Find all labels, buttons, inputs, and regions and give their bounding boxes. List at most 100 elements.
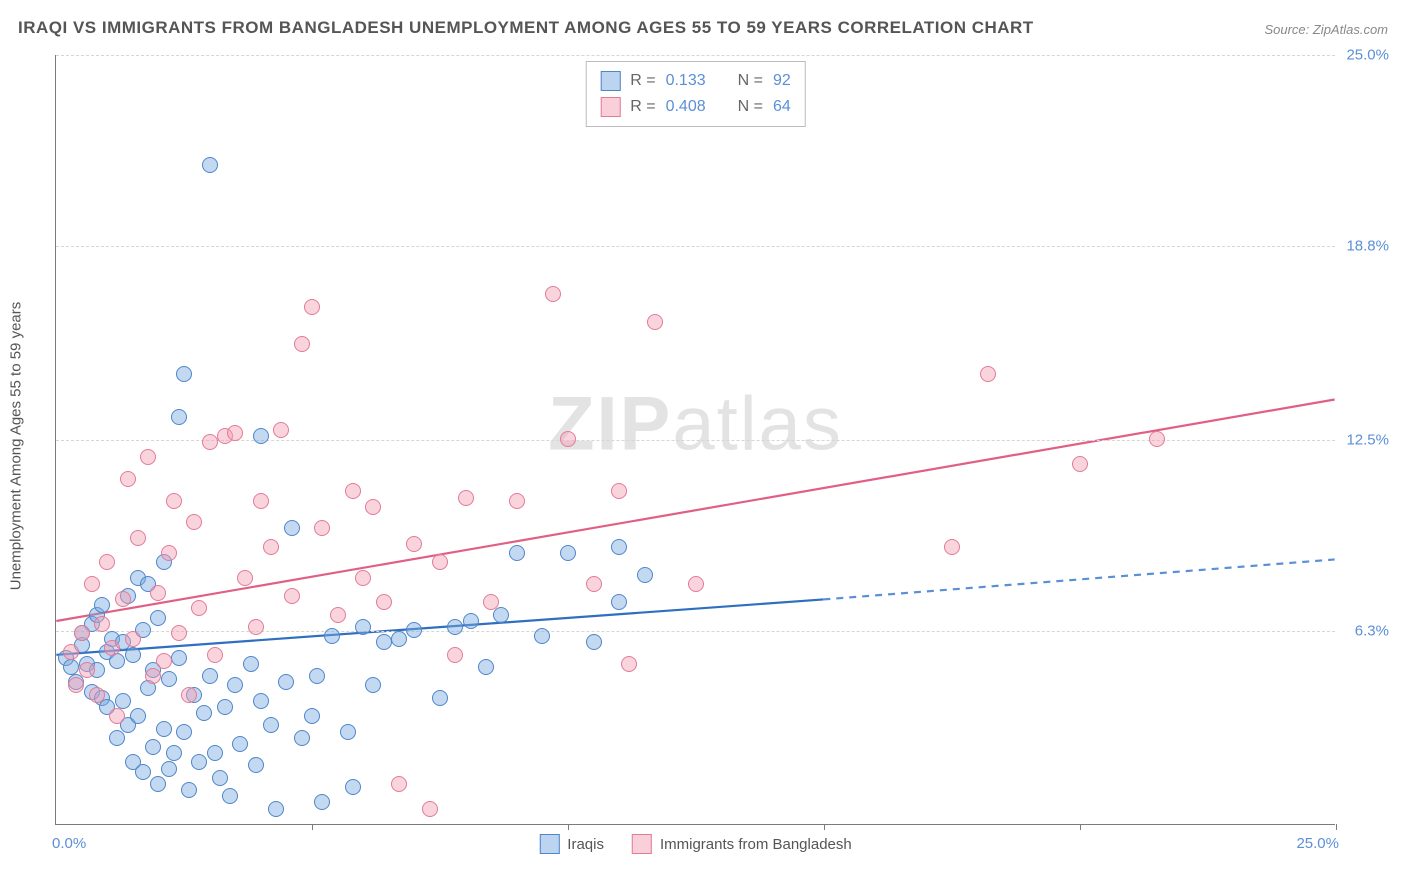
scatter-point bbox=[150, 610, 166, 626]
scatter-point bbox=[99, 554, 115, 570]
scatter-point bbox=[176, 724, 192, 740]
scatter-point bbox=[637, 567, 653, 583]
scatter-point bbox=[161, 761, 177, 777]
trend-line bbox=[56, 599, 823, 654]
scatter-point bbox=[493, 607, 509, 623]
scatter-point bbox=[89, 687, 105, 703]
scatter-point bbox=[432, 690, 448, 706]
scatter-point bbox=[248, 619, 264, 635]
scatter-point bbox=[212, 770, 228, 786]
scatter-point bbox=[391, 631, 407, 647]
chart-container: ZIPatlas R = 0.133 N = 92 R = 0.408 N = … bbox=[55, 55, 1390, 865]
scatter-point bbox=[176, 366, 192, 382]
scatter-point bbox=[355, 570, 371, 586]
scatter-point bbox=[125, 647, 141, 663]
scatter-point bbox=[376, 634, 392, 650]
scatter-point bbox=[294, 730, 310, 746]
x-tick bbox=[1336, 824, 1337, 830]
scatter-point bbox=[94, 616, 110, 632]
scatter-point bbox=[263, 539, 279, 555]
scatter-point bbox=[115, 591, 131, 607]
y-tick-label: 6.3% bbox=[1355, 622, 1389, 639]
scatter-point bbox=[115, 693, 131, 709]
scatter-point bbox=[345, 779, 361, 795]
n-value: 92 bbox=[773, 68, 791, 94]
n-value: 64 bbox=[773, 94, 791, 120]
scatter-point bbox=[161, 671, 177, 687]
scatter-point bbox=[586, 576, 602, 592]
gridline bbox=[56, 55, 1335, 56]
legend-label: Iraqis bbox=[567, 836, 604, 853]
scatter-point bbox=[324, 628, 340, 644]
chart-title: IRAQI VS IMMIGRANTS FROM BANGLADESH UNEM… bbox=[18, 18, 1034, 38]
scatter-point bbox=[314, 794, 330, 810]
scatter-point bbox=[166, 745, 182, 761]
legend-item-series2: Immigrants from Bangladesh bbox=[632, 834, 852, 854]
scatter-point bbox=[79, 662, 95, 678]
scatter-point bbox=[355, 619, 371, 635]
scatter-point bbox=[509, 493, 525, 509]
scatter-point bbox=[980, 366, 996, 382]
scatter-point bbox=[611, 539, 627, 555]
scatter-point bbox=[340, 724, 356, 740]
scatter-point bbox=[186, 514, 202, 530]
scatter-point bbox=[104, 640, 120, 656]
scatter-point bbox=[1072, 456, 1088, 472]
scatter-point bbox=[273, 422, 289, 438]
legend-item-series1: Iraqis bbox=[539, 834, 604, 854]
scatter-point bbox=[611, 594, 627, 610]
scatter-point bbox=[63, 644, 79, 660]
scatter-point bbox=[365, 677, 381, 693]
scatter-point bbox=[156, 721, 172, 737]
gridline bbox=[56, 246, 1335, 247]
scatter-point bbox=[447, 647, 463, 663]
scatter-point bbox=[345, 483, 361, 499]
scatter-point bbox=[150, 585, 166, 601]
scatter-point bbox=[621, 656, 637, 672]
scatter-point bbox=[191, 754, 207, 770]
scatter-point bbox=[94, 597, 110, 613]
trend-line bbox=[823, 559, 1334, 599]
stats-legend-box: R = 0.133 N = 92 R = 0.408 N = 64 bbox=[585, 61, 806, 127]
n-label: N = bbox=[738, 94, 763, 120]
x-axis-min-label: 0.0% bbox=[52, 835, 86, 852]
scatter-point bbox=[534, 628, 550, 644]
x-tick bbox=[1080, 824, 1081, 830]
scatter-point bbox=[944, 539, 960, 555]
scatter-point bbox=[181, 687, 197, 703]
scatter-point bbox=[145, 739, 161, 755]
r-value: 0.133 bbox=[666, 68, 706, 94]
y-tick-label: 12.5% bbox=[1346, 432, 1389, 449]
y-tick-label: 18.8% bbox=[1346, 237, 1389, 254]
scatter-point bbox=[181, 782, 197, 798]
scatter-point bbox=[406, 536, 422, 552]
scatter-point bbox=[294, 336, 310, 352]
plot-area: ZIPatlas R = 0.133 N = 92 R = 0.408 N = … bbox=[55, 55, 1335, 825]
scatter-point bbox=[309, 668, 325, 684]
scatter-point bbox=[84, 576, 100, 592]
scatter-point bbox=[560, 431, 576, 447]
scatter-point bbox=[130, 530, 146, 546]
swatch-icon bbox=[539, 834, 559, 854]
scatter-point bbox=[304, 299, 320, 315]
scatter-point bbox=[422, 801, 438, 817]
scatter-point bbox=[125, 631, 141, 647]
scatter-point bbox=[150, 776, 166, 792]
y-tick-label: 25.0% bbox=[1346, 47, 1389, 64]
scatter-point bbox=[171, 650, 187, 666]
scatter-point bbox=[647, 314, 663, 330]
scatter-point bbox=[68, 677, 84, 693]
scatter-point bbox=[611, 483, 627, 499]
scatter-point bbox=[560, 545, 576, 561]
scatter-point bbox=[171, 409, 187, 425]
r-value: 0.408 bbox=[666, 94, 706, 120]
scatter-point bbox=[227, 677, 243, 693]
scatter-point bbox=[263, 717, 279, 733]
bottom-legend: Iraqis Immigrants from Bangladesh bbox=[527, 834, 863, 854]
legend-label: Immigrants from Bangladesh bbox=[660, 836, 852, 853]
scatter-point bbox=[314, 520, 330, 536]
x-axis-max-label: 25.0% bbox=[1296, 835, 1339, 852]
x-tick bbox=[568, 824, 569, 830]
scatter-point bbox=[171, 625, 187, 641]
scatter-point bbox=[432, 554, 448, 570]
